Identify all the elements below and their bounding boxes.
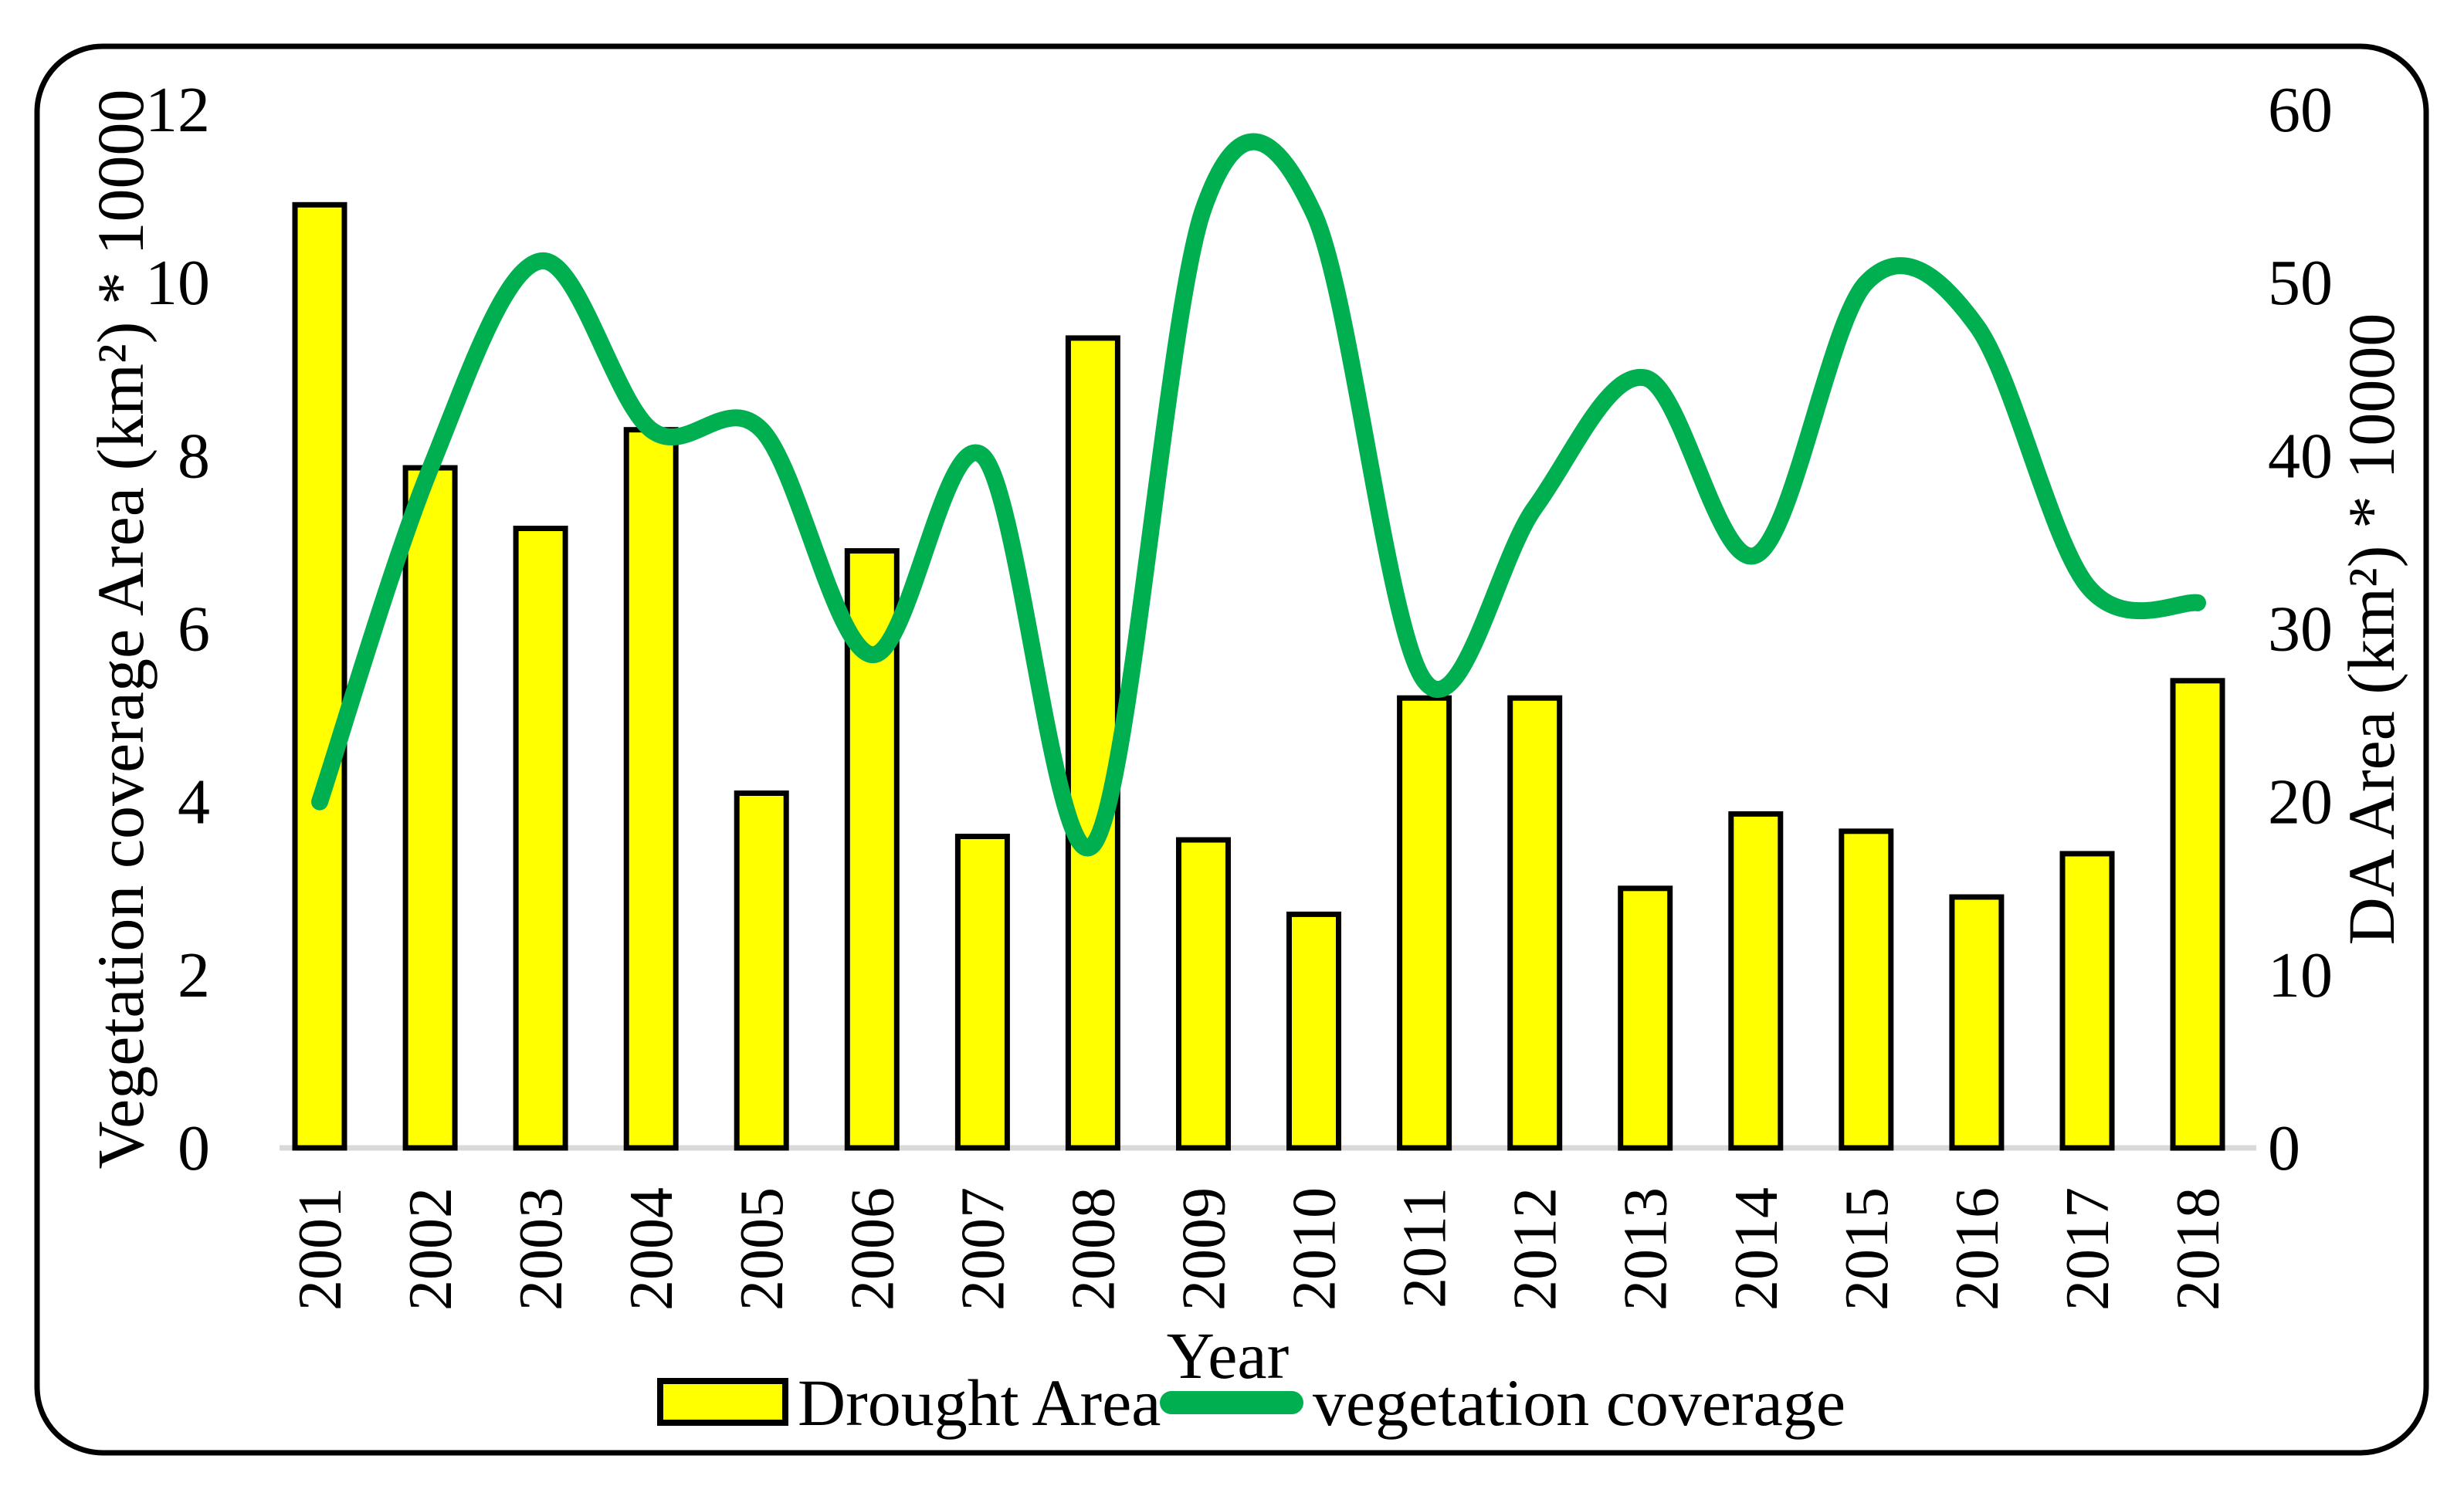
year-label-2015: 2015: [1833, 1187, 1901, 1311]
year-label-2011: 2011: [1391, 1187, 1459, 1308]
bar-2017[interactable]: [2059, 851, 2115, 1151]
drought-area-swatch: [657, 1378, 788, 1426]
year-label-2012: 2012: [1502, 1187, 1570, 1311]
bar-2015[interactable]: [1839, 828, 1894, 1151]
bar-2012[interactable]: [1507, 695, 1563, 1151]
legend-label-drought-area: Drought Area: [798, 1366, 1161, 1440]
year-label-2003: 2003: [507, 1187, 575, 1311]
year-label-2002: 2002: [397, 1187, 465, 1311]
legend-item-vegetation-coverage[interactable]: vegetation coverage: [1160, 1366, 1845, 1440]
right-tick-label: 60: [2268, 74, 2333, 146]
left-tick-label: 8: [178, 420, 210, 492]
x-axis-title: Year: [1167, 1319, 1289, 1393]
legend-item-drought-area[interactable]: Drought Area: [657, 1366, 1161, 1440]
figure-border: [34, 43, 2429, 1456]
year-label-2016: 2016: [1944, 1187, 2012, 1311]
bar-2009[interactable]: [1176, 837, 1231, 1151]
line-layer: [311, 133, 2206, 857]
year-label-2001: 2001: [286, 1187, 354, 1311]
right-tick-label: 10: [2268, 939, 2333, 1011]
legend-label-vegetation-coverage: vegetation coverage: [1313, 1366, 1845, 1440]
right-tick-label: 20: [2268, 767, 2333, 838]
bar-2010[interactable]: [1286, 911, 1341, 1151]
right-axis-ticks: 0 10 20 30 40 50 60: [2268, 74, 2333, 1184]
year-label-2006: 2006: [839, 1187, 907, 1311]
left-axis-title: Vegetation coverage Area (km²) * 10000: [83, 90, 158, 1170]
bar-2005[interactable]: [734, 790, 789, 1151]
bar-2003[interactable]: [513, 526, 568, 1151]
year-label-2014: 2014: [1723, 1187, 1791, 1311]
bar-2018[interactable]: [2170, 678, 2225, 1151]
bar-2013[interactable]: [1618, 885, 1673, 1151]
year-label-2008: 2008: [1059, 1187, 1127, 1311]
right-tick-label: 0: [2268, 1112, 2300, 1184]
year-label-2013: 2013: [1612, 1187, 1680, 1311]
right-tick-label: 40: [2268, 420, 2333, 492]
right-axis-title: DA Area (km²) * 10000: [2334, 313, 2408, 946]
year-label-2007: 2007: [949, 1187, 1017, 1311]
year-label-2018: 2018: [2164, 1187, 2232, 1311]
bar-2004[interactable]: [623, 427, 679, 1151]
bar-2007[interactable]: [954, 834, 1010, 1151]
legend: Drought Area vegetation coverage: [657, 1366, 1845, 1440]
left-tick-label: 12: [145, 74, 210, 146]
left-tick-label: 4: [178, 767, 210, 838]
year-label-2005: 2005: [728, 1187, 796, 1311]
bar-2002[interactable]: [402, 465, 458, 1151]
year-label-2017: 2017: [2054, 1187, 2122, 1311]
year-label-2009: 2009: [1171, 1187, 1239, 1311]
bar-2008[interactable]: [1065, 335, 1120, 1151]
left-tick-label: 6: [178, 594, 210, 665]
left-tick-label: 10: [145, 247, 210, 319]
left-tick-label: 2: [178, 939, 210, 1011]
bar-2016[interactable]: [1949, 894, 2005, 1151]
bar-2011[interactable]: [1397, 695, 1452, 1151]
right-tick-label: 30: [2268, 594, 2333, 665]
bars-layer: [292, 201, 2225, 1151]
left-tick-label: 0: [178, 1112, 210, 1184]
year-label-2010: 2010: [1281, 1187, 1349, 1311]
x-axis-year-labels: 2001 2002 2003 2004 2005 2006 2007 2008 2009 2010…: [286, 1187, 2232, 1311]
left-axis-ticks: 0 2 4 6 8 10 12: [145, 74, 210, 1184]
bar-2001[interactable]: [292, 201, 347, 1151]
vegetation-coverage-line[interactable]: [311, 133, 2206, 857]
right-tick-label: 50: [2268, 247, 2333, 319]
year-label-2004: 2004: [618, 1187, 686, 1311]
bar-2014[interactable]: [1728, 811, 1784, 1151]
